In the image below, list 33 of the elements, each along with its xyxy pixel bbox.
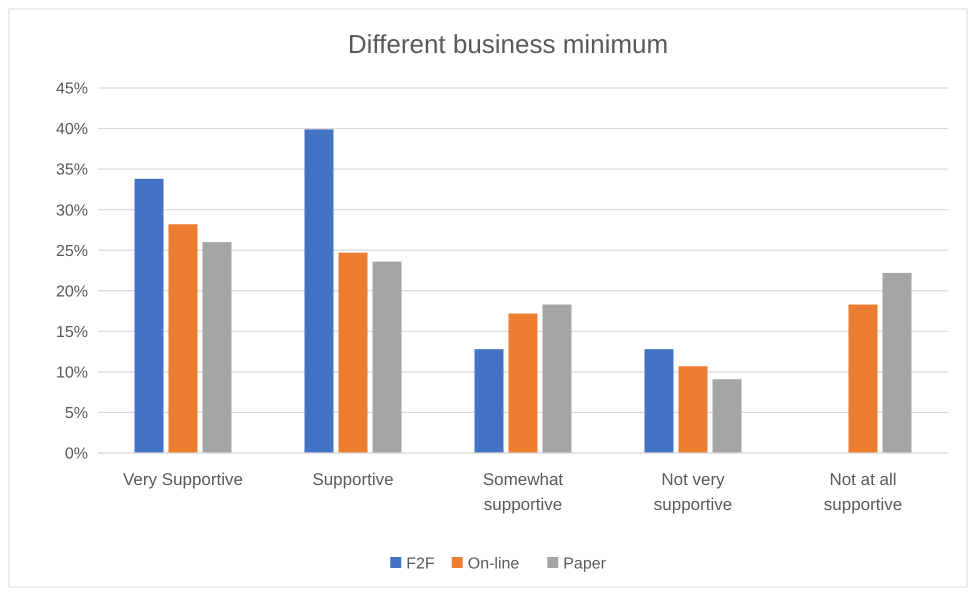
y-tick-label: 20% — [56, 283, 88, 300]
bar — [134, 178, 164, 453]
bar — [474, 349, 504, 453]
y-tick-label: 40% — [56, 121, 88, 138]
x-tick-label: Supportive — [312, 470, 394, 489]
legend-label: Paper — [563, 556, 607, 573]
x-tick-label: Somewhat supportive — [482, 470, 564, 514]
y-tick-label: 10% — [56, 364, 88, 382]
bar — [168, 224, 198, 453]
bar — [338, 252, 368, 453]
legend-label: On-line — [468, 556, 520, 573]
bar — [542, 304, 572, 453]
y-tick-label: 25% — [56, 242, 88, 260]
y-tick-label: 35% — [56, 162, 88, 179]
y-tick-label: 30% — [56, 202, 88, 220]
bar — [712, 379, 742, 453]
bar — [508, 313, 538, 453]
legend-label: F2F — [406, 556, 435, 573]
y-tick-label: 15% — [56, 324, 88, 341]
bar — [848, 304, 878, 453]
x-tick-label: Not very supportive — [654, 470, 732, 514]
chart-title: Different business minimum — [348, 29, 668, 59]
x-tick-label: Not at all supportive — [824, 470, 902, 514]
bar — [304, 129, 334, 453]
y-tick-label: 45% — [56, 80, 88, 98]
bar — [882, 272, 912, 453]
bar — [372, 262, 402, 453]
bar — [678, 366, 708, 453]
bar — [644, 349, 674, 453]
y-tick-label: 0% — [64, 446, 88, 463]
bar — [202, 242, 232, 453]
y-tick-label: 5% — [64, 405, 88, 422]
x-tick-label: Very Supportive — [122, 470, 244, 489]
